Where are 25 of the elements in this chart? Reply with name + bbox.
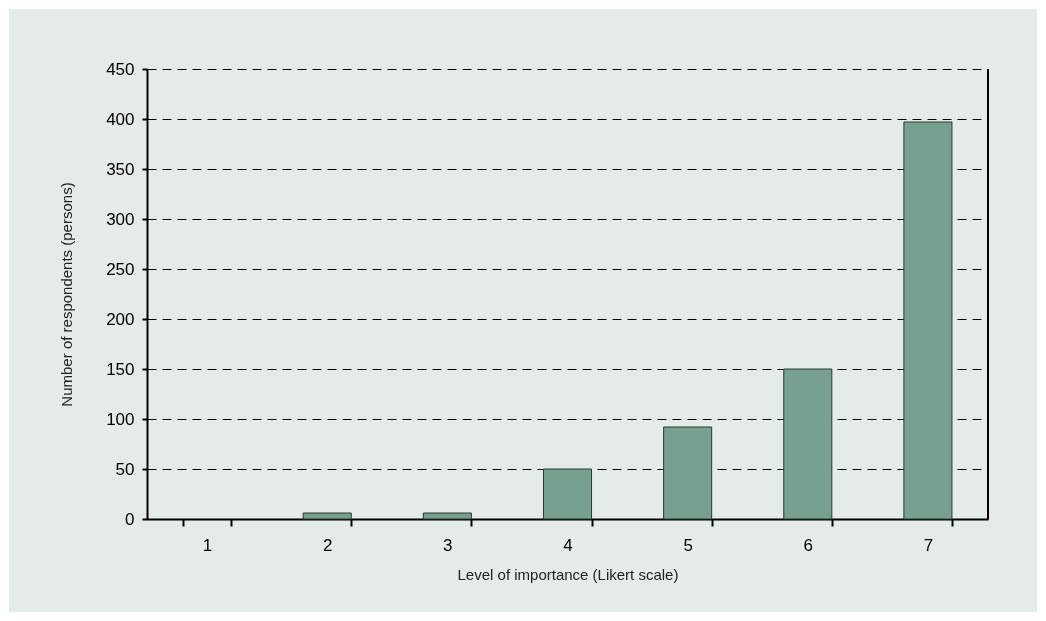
x-tick-label: 2 (322, 535, 333, 555)
y-tick-label: 400 (106, 109, 135, 129)
y-tick-label: 350 (106, 159, 135, 179)
bar (903, 121, 953, 520)
bar (663, 426, 713, 520)
y-tick-label: 250 (106, 259, 135, 279)
y-axis-title: Number of respondents (persons) (58, 182, 76, 407)
x-tick-label: 4 (563, 535, 573, 555)
x-tick-label: 7 (923, 535, 934, 555)
x-tick-label: 6 (803, 535, 814, 555)
y-tick-label: 450 (106, 59, 135, 79)
x-tick-label: 3 (443, 535, 453, 555)
y-tick-label: 100 (106, 409, 135, 429)
y-tick-label: 50 (115, 459, 135, 479)
bar (542, 468, 593, 520)
x-axis-title: Level of importance (Likert scale) (457, 565, 679, 583)
y-tick-label: 150 (106, 359, 135, 379)
bar (422, 512, 472, 520)
bar (302, 512, 352, 520)
bar (783, 368, 833, 520)
y-tick-label: 0 (125, 509, 135, 529)
y-tick-label: 300 (106, 209, 135, 229)
y-tick-label: 200 (106, 309, 135, 329)
x-tick-label: 1 (202, 535, 213, 555)
x-tick-label: 5 (683, 535, 693, 555)
